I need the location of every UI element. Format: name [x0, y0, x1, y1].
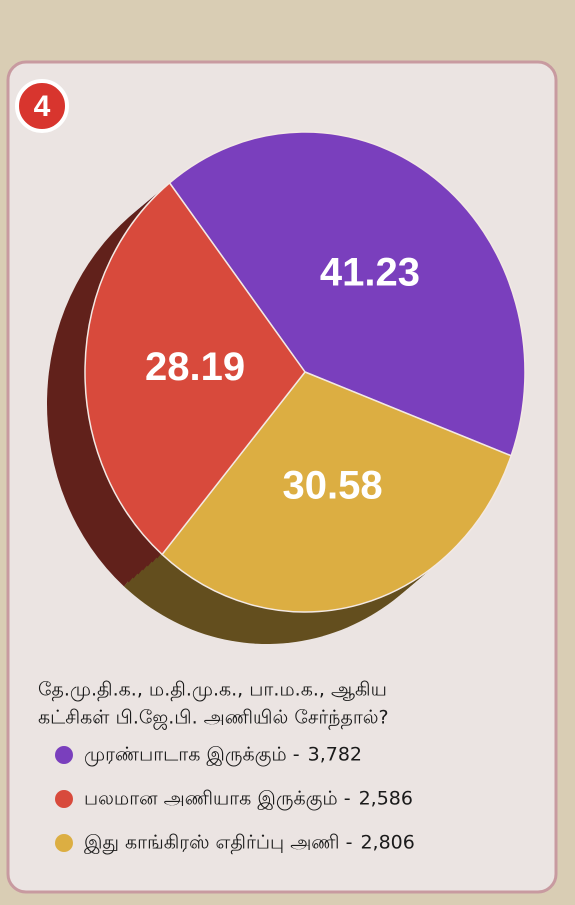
title-line: கட்சிகள் பி.ஜே.பி. அணியில் சேர்ந்தால்? — [38, 707, 389, 730]
legend-label: முரண்பாடாக இருக்கும் - — [84, 744, 300, 767]
legend-marker — [55, 790, 73, 808]
legend: முரண்பாடாக இருக்கும் - 3,782 பலமான அணியாக … — [55, 744, 415, 855]
slice — [161, 371, 513, 613]
legend-label: இது காங்கிரஸ் எதிர்ப்பு அணி - — [84, 832, 352, 855]
value-label: 30.58 — [283, 464, 383, 508]
badge-number: 4 — [34, 90, 51, 123]
legend-marker — [55, 746, 73, 764]
legend-count: 2,806 — [360, 832, 414, 854]
legend-count: 3,782 — [308, 744, 362, 766]
title-line: தே.மு.தி.க., ம.தி.மு.க., பா.ம.க., ஆகிய — [38, 679, 387, 702]
legend-count: 2,586 — [359, 788, 413, 810]
legend-label: பலமான அணியாக இருக்கும் - — [84, 788, 351, 811]
slice — [168, 131, 526, 457]
slice — [84, 181, 306, 556]
legend-marker — [55, 834, 73, 852]
value-label: 41.23 — [320, 251, 420, 295]
value-label: 28.19 — [145, 345, 245, 389]
badge — [15, 79, 69, 133]
pie: 41.23 30.58 28.19 — [46, 131, 526, 644]
